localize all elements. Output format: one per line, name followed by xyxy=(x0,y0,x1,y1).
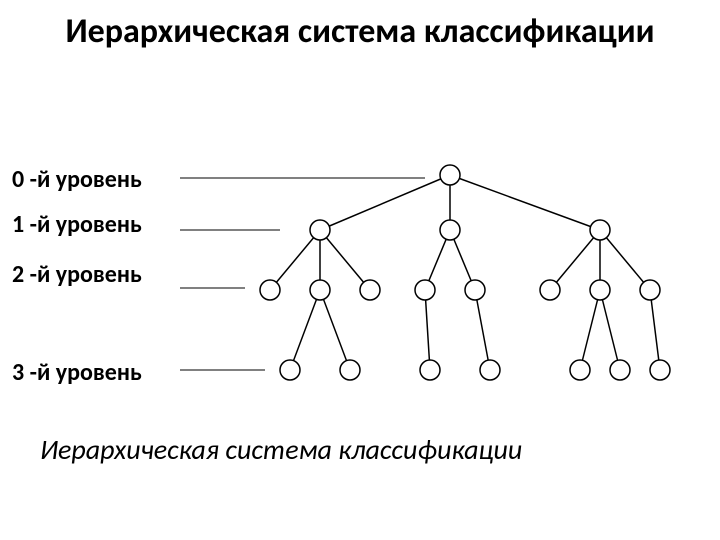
tree-node xyxy=(415,280,435,300)
slide: { "title": { "text": "Иерархическая сист… xyxy=(0,0,720,540)
tree-node xyxy=(610,360,630,380)
tree-node xyxy=(640,280,660,300)
tree-edge xyxy=(320,175,450,230)
tree-node xyxy=(440,220,460,240)
tree-node xyxy=(310,220,330,240)
tree-edge xyxy=(450,175,600,230)
tree-node xyxy=(590,280,610,300)
tree-node xyxy=(590,220,610,240)
tree-node xyxy=(465,280,485,300)
tree-node xyxy=(540,280,560,300)
hierarchy-tree xyxy=(230,150,710,400)
tree-edge xyxy=(320,290,350,370)
tree-node xyxy=(650,360,670,380)
tree-node xyxy=(260,280,280,300)
tree-node xyxy=(420,360,440,380)
tree-edge xyxy=(270,230,320,290)
tree-edge xyxy=(550,230,600,290)
tree-node xyxy=(480,360,500,380)
tree-edge xyxy=(425,290,430,370)
tree-edge xyxy=(475,290,490,370)
tree-node xyxy=(360,280,380,300)
tree-edge xyxy=(580,290,600,370)
tree-edge xyxy=(650,290,660,370)
tree-edge xyxy=(320,230,370,290)
tree-node xyxy=(310,280,330,300)
tree-edge xyxy=(600,230,650,290)
tree-edge xyxy=(600,290,620,370)
tree-node xyxy=(280,360,300,380)
tree-node xyxy=(440,165,460,185)
tree-edge xyxy=(290,290,320,370)
tree-node xyxy=(340,360,360,380)
tree-node xyxy=(570,360,590,380)
